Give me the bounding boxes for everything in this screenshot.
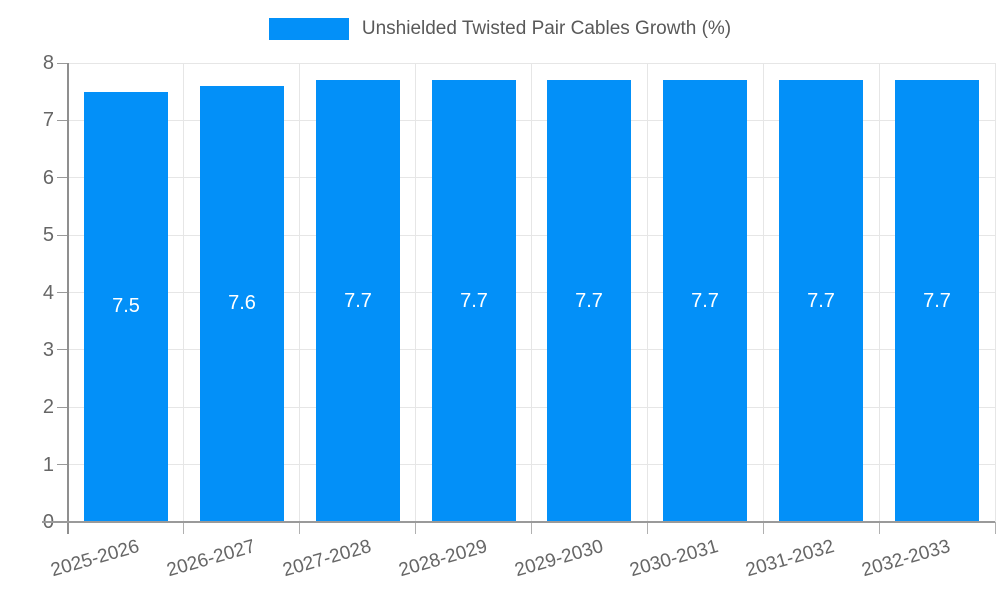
x-tick-mark [878, 522, 880, 534]
bar: 7.5 [84, 91, 168, 522]
y-tick-label: 6 [42, 166, 54, 189]
legend-item[interactable]: Unshielded Twisted Pair Cables Growth (%… [268, 18, 732, 40]
x-tick-mark [183, 522, 185, 534]
bar-value-label: 7.7 [691, 289, 719, 312]
y-tick-mark [57, 349, 67, 351]
y-tick-mark [57, 177, 67, 179]
x-tick-mark [646, 522, 648, 534]
y-tick-mark [57, 292, 67, 293]
y-tick-label: 1 [42, 453, 54, 476]
legend-label: Unshielded Twisted Pair Cables Growth (%… [361, 18, 732, 39]
x-tick-label: 2032-2033 [859, 536, 953, 582]
x-tick-label: 2026-2027 [164, 536, 258, 582]
y-tick-label: 3 [42, 338, 54, 361]
x-tick-label: 2025-2026 [48, 536, 142, 582]
bar-value-label: 7.7 [344, 289, 372, 312]
bar-value-label: 7.7 [575, 289, 603, 312]
y-tick-mark [57, 234, 67, 236]
v-gridline [762, 63, 764, 522]
y-tick-mark [57, 119, 67, 121]
v-gridline [994, 63, 996, 522]
v-gridline [531, 63, 532, 522]
x-tick-label: 2027-2028 [280, 536, 374, 582]
y-tick-mark [57, 464, 67, 466]
y-tick-mark [57, 406, 67, 408]
x-axis-line [42, 521, 995, 523]
v-gridline [415, 63, 417, 522]
y-tick-label: 5 [42, 224, 54, 247]
bar-value-label: 7.7 [460, 289, 488, 312]
y-axis-line [67, 63, 69, 534]
y-tick-label: 4 [42, 281, 54, 304]
x-tick-label: 2031-2032 [743, 536, 837, 582]
x-tick-mark [415, 522, 417, 534]
v-gridline [878, 63, 880, 522]
bar: 7.7 [779, 80, 863, 522]
x-tick-mark [762, 522, 764, 534]
x-tick-mark [994, 522, 996, 534]
x-tick-label: 2030-2031 [627, 536, 722, 582]
x-tick-mark [299, 522, 301, 534]
legend-swatch [268, 18, 349, 40]
bar-value-label: 7.5 [112, 295, 140, 318]
bar-value-label: 7.6 [228, 292, 256, 315]
x-tick-mark [531, 522, 532, 534]
x-tick-label: 2029-2030 [512, 536, 606, 582]
bar: 7.7 [663, 80, 747, 522]
bar: 7.7 [432, 80, 516, 522]
v-gridline [646, 63, 648, 522]
y-tick-label: 7 [42, 109, 54, 132]
x-tick-label: 2028-2029 [396, 536, 490, 582]
bar-value-label: 7.7 [807, 289, 835, 312]
v-gridline [299, 63, 301, 522]
bar: 7.7 [895, 80, 979, 522]
y-tick-mark [57, 62, 67, 64]
legend: Unshielded Twisted Pair Cables Growth (%… [0, 18, 1000, 40]
y-tick-label: 2 [42, 396, 54, 419]
bar: 7.6 [200, 85, 284, 522]
y-tick-label: 8 [42, 52, 54, 74]
bar-value-label: 7.7 [923, 289, 951, 312]
bar: 7.7 [547, 80, 631, 522]
v-gridline [183, 63, 185, 522]
bar: 7.7 [316, 80, 400, 522]
